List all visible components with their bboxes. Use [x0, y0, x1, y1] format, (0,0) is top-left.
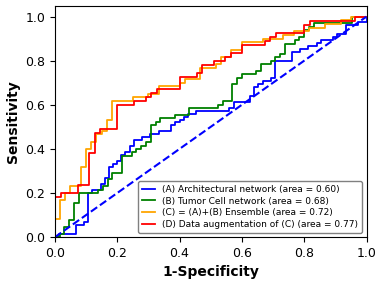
Line: (C) = (A)+(B) Ensemble (area = 0.72): (C) = (A)+(B) Ensemble (area = 0.72) [55, 17, 366, 237]
(A) Architectural network (area = 0.60) [111, 165, 115, 168]
(B) Tumor Cell network (area = 0.68) [72, 212, 76, 215]
(A) Architectural network (area = 0.60) [364, 15, 369, 18]
(B) Tumor Cell network (area = 0.68) [350, 15, 354, 18]
(B) Tumor Cell network (area = 0.68) [283, 42, 287, 45]
(A) Architectural network (area = 0.60) [86, 191, 91, 195]
(D) Data augmentation of (C) (area = 0.77) [223, 55, 227, 58]
(B) Tumor Cell network (area = 0.68) [288, 42, 292, 45]
(C) = (A)+(B) Ensemble (area = 0.72) [53, 235, 57, 239]
(A) Architectural network (area = 0.60) [252, 88, 257, 92]
(D) Data augmentation of (C) (area = 0.77) [353, 15, 358, 18]
(A) Architectural network (area = 0.60) [364, 15, 369, 18]
Line: (D) Data augmentation of (C) (area = 0.77): (D) Data augmentation of (C) (area = 0.7… [55, 17, 366, 237]
(C) = (A)+(B) Ensemble (area = 0.72) [214, 66, 218, 70]
Legend: (A) Architectural network (area = 0.60), (B) Tumor Cell network (area = 0.68), (: (A) Architectural network (area = 0.60),… [138, 181, 362, 233]
(B) Tumor Cell network (area = 0.68) [364, 15, 369, 18]
(B) Tumor Cell network (area = 0.68) [76, 198, 81, 201]
(C) = (A)+(B) Ensemble (area = 0.72) [333, 22, 338, 26]
Y-axis label: Sensitivity: Sensitivity [6, 80, 19, 163]
(A) Architectural network (area = 0.60) [256, 83, 261, 86]
(B) Tumor Cell network (area = 0.68) [53, 235, 57, 239]
(C) = (A)+(B) Ensemble (area = 0.72) [177, 81, 182, 84]
(A) Architectural network (area = 0.60) [53, 235, 57, 239]
(C) = (A)+(B) Ensemble (area = 0.72) [349, 15, 353, 18]
X-axis label: 1-Specificity: 1-Specificity [162, 265, 259, 280]
(C) = (A)+(B) Ensemble (area = 0.72) [364, 15, 369, 18]
(B) Tumor Cell network (area = 0.68) [129, 154, 134, 157]
(A) Architectural network (area = 0.60) [69, 233, 74, 236]
(D) Data augmentation of (C) (area = 0.77) [177, 75, 182, 78]
(C) = (A)+(B) Ensemble (area = 0.72) [84, 154, 88, 158]
(B) Tumor Cell network (area = 0.68) [139, 147, 143, 151]
(D) Data augmentation of (C) (area = 0.77) [240, 47, 244, 50]
(D) Data augmentation of (C) (area = 0.77) [53, 235, 57, 239]
(D) Data augmentation of (C) (area = 0.77) [262, 39, 267, 42]
(C) = (A)+(B) Ensemble (area = 0.72) [354, 15, 358, 18]
(A) Architectural network (area = 0.60) [131, 139, 136, 142]
(C) = (A)+(B) Ensemble (area = 0.72) [105, 129, 109, 132]
Line: (A) Architectural network (area = 0.60): (A) Architectural network (area = 0.60) [55, 17, 366, 237]
(D) Data augmentation of (C) (area = 0.77) [364, 15, 369, 18]
(D) Data augmentation of (C) (area = 0.77) [353, 19, 358, 22]
Line: (B) Tumor Cell network (area = 0.68): (B) Tumor Cell network (area = 0.68) [55, 17, 366, 237]
(D) Data augmentation of (C) (area = 0.77) [115, 123, 120, 127]
